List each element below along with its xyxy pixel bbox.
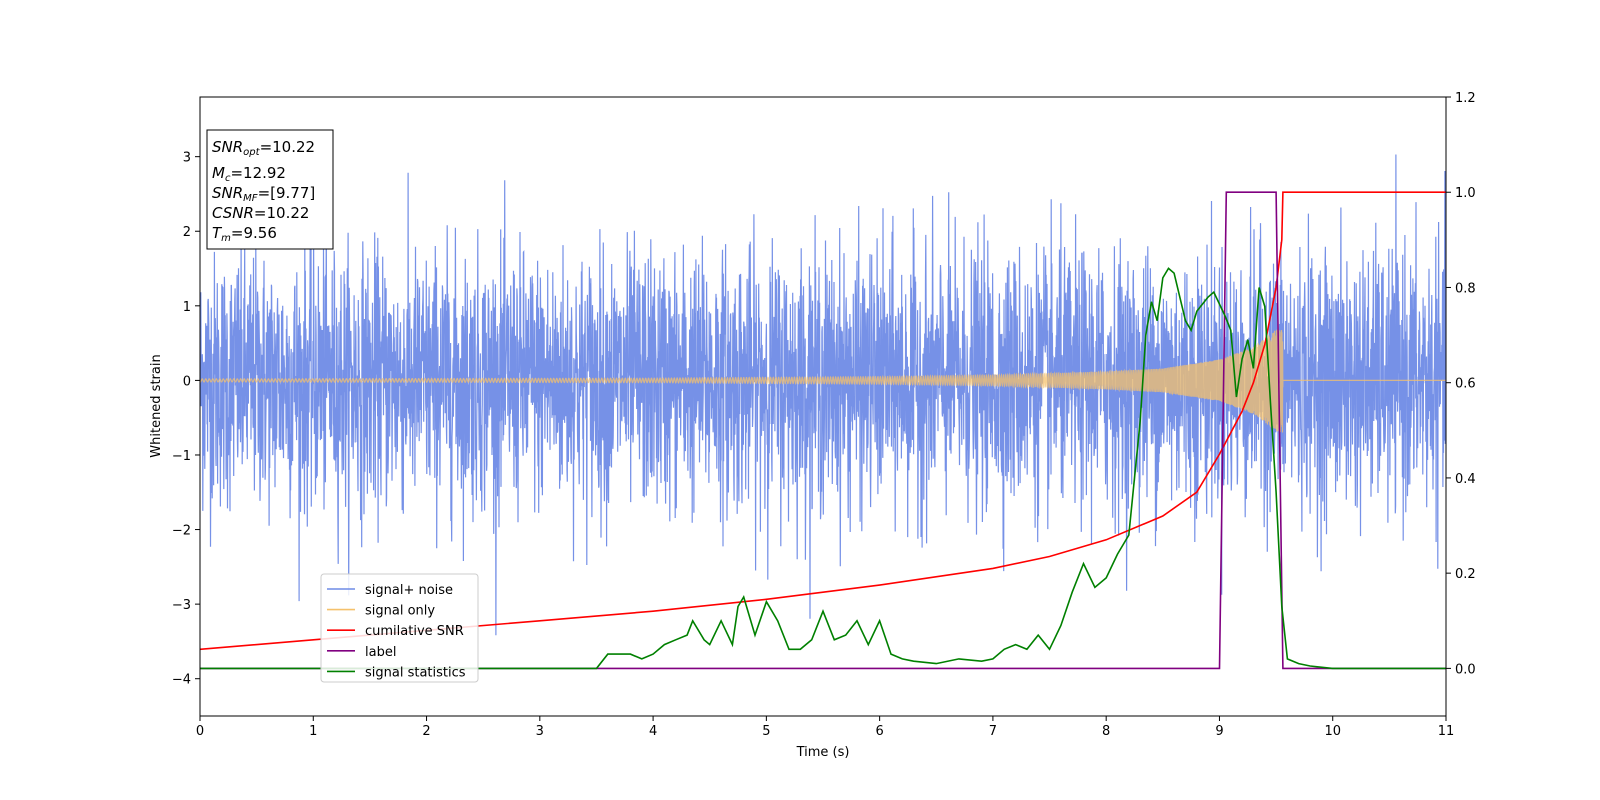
y-left-tick-label: −3 (172, 598, 191, 613)
x-axis-label: Time (s) (796, 745, 850, 760)
x-tick-label: 3 (536, 724, 544, 739)
info-mc: Mc=12.92 (212, 164, 286, 184)
series-cumilative-snr-line (200, 191, 1446, 651)
x-tick-label: 1 (309, 724, 317, 739)
x-tick-label: 0 (196, 724, 204, 739)
series-label-line (200, 191, 1446, 670)
x-tick-label: 4 (649, 724, 657, 739)
x-tick-label: 10 (1324, 724, 1341, 739)
series-signal-statistics-line (200, 267, 1446, 670)
legend: signal+ noise signal only cumilative SNR la… (320, 573, 479, 683)
y-left-tick-label: −1 (172, 449, 191, 464)
legend-label: cumilative SNR (365, 624, 464, 639)
info-csnr: CSNR=10.22 (212, 204, 309, 222)
legend-frame (320, 573, 479, 683)
y-right-tick-label: 0.8 (1455, 281, 1476, 296)
x-tick-label: 2 (422, 724, 430, 739)
y-right-tick-label: 1.0 (1455, 186, 1476, 201)
legend-label: signal+ noise (365, 583, 453, 598)
y-right-tick-label: 1.2 (1455, 91, 1476, 106)
y-left-tick-label: −4 (172, 673, 191, 688)
y-right-tick-label: 0.0 (1455, 662, 1476, 677)
x-tick-label: 6 (875, 724, 883, 739)
y-right-tick-label: 0.4 (1455, 472, 1476, 487)
y-axis-label: Whitened strain (149, 354, 164, 457)
y-left-tick-label: −2 (172, 524, 191, 539)
info-snr-mf: SNRMF=[9.77] (212, 184, 315, 204)
info-snr-opt: SNRopt=10.22 (212, 138, 315, 158)
y-left-tick-label: 2 (183, 225, 191, 240)
x-tick-label: 11 (1438, 724, 1455, 739)
y-right-tick-label: 0.6 (1455, 377, 1476, 392)
legend-label: signal only (365, 604, 435, 619)
info-box: SNRopt=10.22 Mc=12.92 SNRMF=[9.77] CSNR=… (206, 129, 334, 250)
info-tm: Tm=9.56 (212, 224, 277, 244)
plot-frame (199, 96, 1447, 717)
x-tick-label: 5 (762, 724, 770, 739)
y-left-tick-label: 0 (183, 374, 191, 389)
info-box-frame (206, 129, 334, 250)
legend-label: label (365, 645, 396, 660)
x-tick-label: 7 (989, 724, 997, 739)
y-right-tick-label: 0.2 (1455, 567, 1476, 582)
y-left-tick-label: 1 (183, 300, 191, 315)
series-signal-only-line (200, 329, 1446, 433)
x-tick-label: 8 (1102, 724, 1110, 739)
y-left-tick-label: 3 (183, 151, 191, 166)
x-tick-label: 9 (1215, 724, 1223, 739)
legend-label: signal statistics (365, 665, 466, 680)
